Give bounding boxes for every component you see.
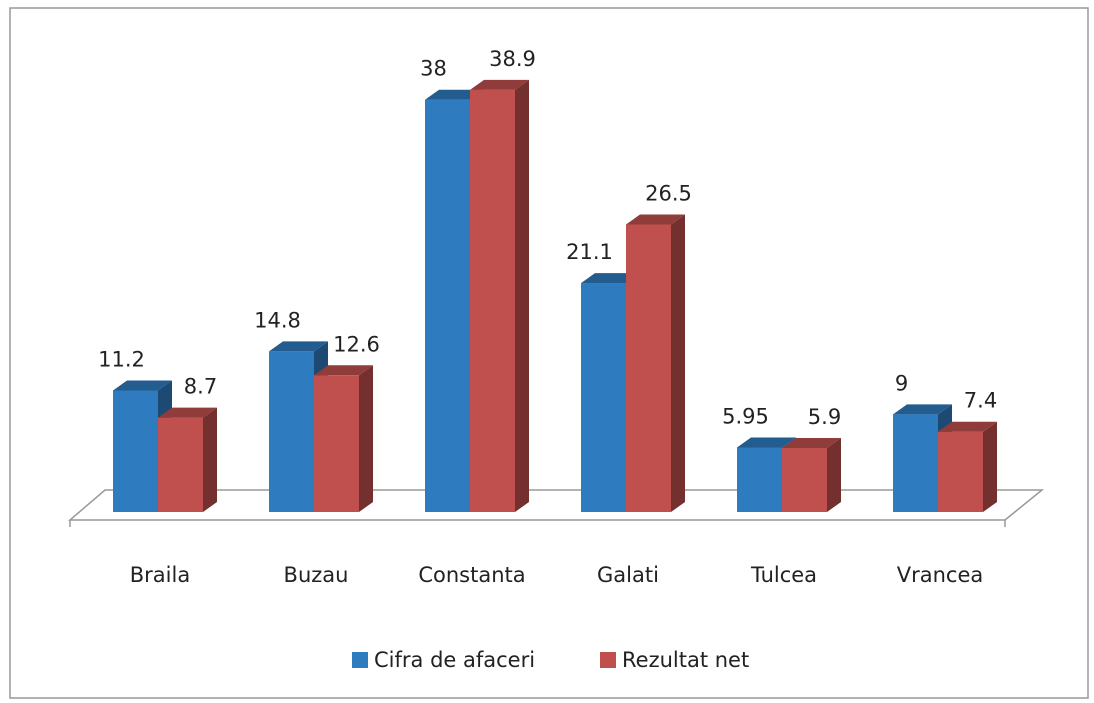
- data-label: 8.7: [184, 375, 217, 399]
- bar-top: [626, 214, 685, 225]
- bar-side: [983, 421, 997, 512]
- legend-swatch: [352, 652, 368, 668]
- x-tick-label: Vrancea: [897, 563, 984, 587]
- data-label: 26.5: [645, 181, 692, 205]
- bar: [470, 89, 515, 512]
- bar-side: [671, 214, 685, 512]
- bar: [113, 390, 158, 512]
- data-label: 9: [895, 371, 908, 395]
- bar-top: [113, 380, 172, 391]
- legend-label: Cifra de afaceri: [374, 648, 535, 672]
- x-tick-label: Braila: [130, 563, 190, 587]
- bar: [425, 99, 470, 512]
- data-label: 14.8: [254, 308, 301, 332]
- legend-label: Rezultat net: [622, 648, 749, 672]
- data-label: 11.2: [98, 347, 145, 371]
- x-tick-label: Tulcea: [750, 563, 817, 587]
- bar: [314, 375, 359, 512]
- bar-top: [470, 79, 529, 90]
- bar: [626, 224, 671, 512]
- bar-top: [782, 437, 841, 448]
- chart-frame: [9, 7, 1089, 699]
- bar-top: [425, 89, 484, 100]
- data-label: 38.9: [489, 47, 536, 71]
- data-label: 5.9: [808, 405, 841, 429]
- x-tick-label: Constanta: [418, 563, 525, 587]
- bar-top: [893, 404, 952, 415]
- bar-side: [359, 365, 373, 512]
- bar-side: [203, 407, 217, 512]
- bar: [737, 447, 782, 512]
- bar-top: [269, 341, 328, 352]
- bar-top: [581, 273, 640, 284]
- data-label: 38: [420, 57, 447, 81]
- x-tick-label: Buzau: [284, 563, 349, 587]
- x-tick-label: Galati: [597, 563, 659, 587]
- data-label: 21.1: [566, 240, 613, 264]
- bar-top: [314, 365, 373, 376]
- bar: [893, 414, 938, 512]
- bar: [938, 431, 983, 512]
- bar: [782, 447, 827, 512]
- data-label: 7.4: [964, 389, 997, 413]
- bar-top: [737, 437, 796, 448]
- bar: [581, 283, 626, 512]
- legend-swatch: [600, 652, 616, 668]
- bar-side: [515, 79, 529, 512]
- bar: [269, 351, 314, 512]
- data-label: 5.95: [722, 404, 769, 428]
- bar-side: [827, 437, 841, 512]
- bar-top: [158, 407, 217, 418]
- bar: [158, 417, 203, 512]
- data-label: 12.6: [333, 332, 380, 356]
- bar-top: [938, 421, 997, 432]
